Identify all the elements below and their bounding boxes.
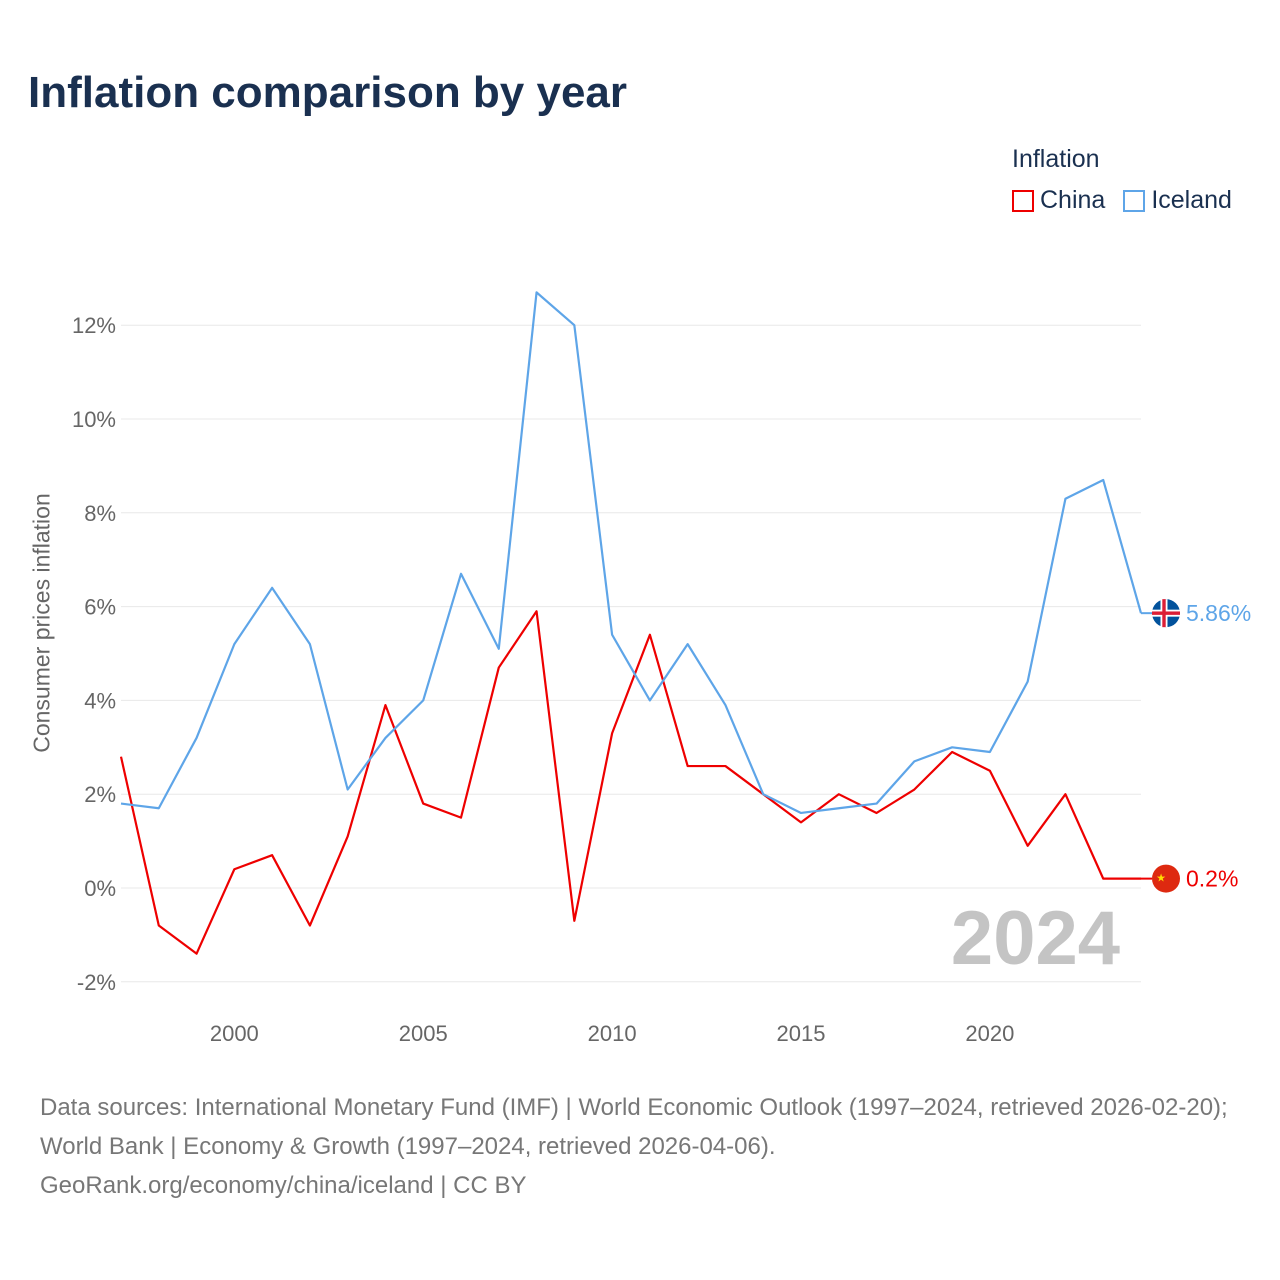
- footer: Data sources: International Monetary Fun…: [40, 1088, 1250, 1205]
- legend-label-china: China: [1040, 186, 1106, 214]
- end-value-label-china: 0.2%: [1186, 866, 1238, 892]
- legend-label-iceland: Iceland: [1151, 186, 1232, 214]
- end-value-label-iceland: 5.86%: [1186, 600, 1251, 626]
- flag-cross-h-red: [1152, 611, 1180, 615]
- legend-item-china[interactable]: China: [1012, 186, 1105, 215]
- flag-cross-v-red: [1162, 599, 1166, 628]
- legend-item-iceland[interactable]: Iceland: [1123, 186, 1232, 215]
- x-tick-label: 2020: [965, 1021, 1014, 1046]
- series-line-iceland: [120, 291, 1143, 815]
- x-tick-label: 2005: [399, 1021, 448, 1046]
- legend-title: Inflation: [1012, 145, 1100, 173]
- line-chart: -2% 0% 2% 4% 6% 8% 10% 12% 2000 2005 2010 2015 2020 2…: [72, 291, 1251, 1046]
- x-tick-label: 2010: [588, 1021, 637, 1046]
- legend-swatch-china: [1012, 189, 1034, 212]
- y-tick-label: 10%: [72, 407, 116, 432]
- y-tick-label: 0%: [84, 876, 116, 901]
- y-tick-label: 12%: [72, 313, 116, 338]
- y-tick-label: 4%: [84, 688, 116, 713]
- y-tick-label: -2%: [77, 970, 116, 995]
- source-link[interactable]: GeoRank.org/economy/china/iceland | CC B…: [40, 1172, 527, 1199]
- china-flag-icon: [1152, 864, 1180, 893]
- x-tick-label: 2000: [210, 1021, 259, 1046]
- y-tick-label: 2%: [84, 782, 116, 807]
- y-tick-label: 8%: [84, 501, 116, 526]
- x-tick-label: 2015: [777, 1021, 826, 1046]
- legend: China Iceland: [1012, 186, 1232, 215]
- data-sources: Data sources: International Monetary Fun…: [40, 1094, 1228, 1160]
- year-watermark: 2024: [951, 896, 1120, 981]
- legend-swatch-iceland: [1123, 189, 1146, 212]
- chart-title: Inflation comparison by year: [28, 68, 628, 117]
- flag-star: ★: [1156, 873, 1166, 885]
- y-tick-label: 6%: [84, 595, 116, 620]
- series-line-china: [119, 610, 1141, 955]
